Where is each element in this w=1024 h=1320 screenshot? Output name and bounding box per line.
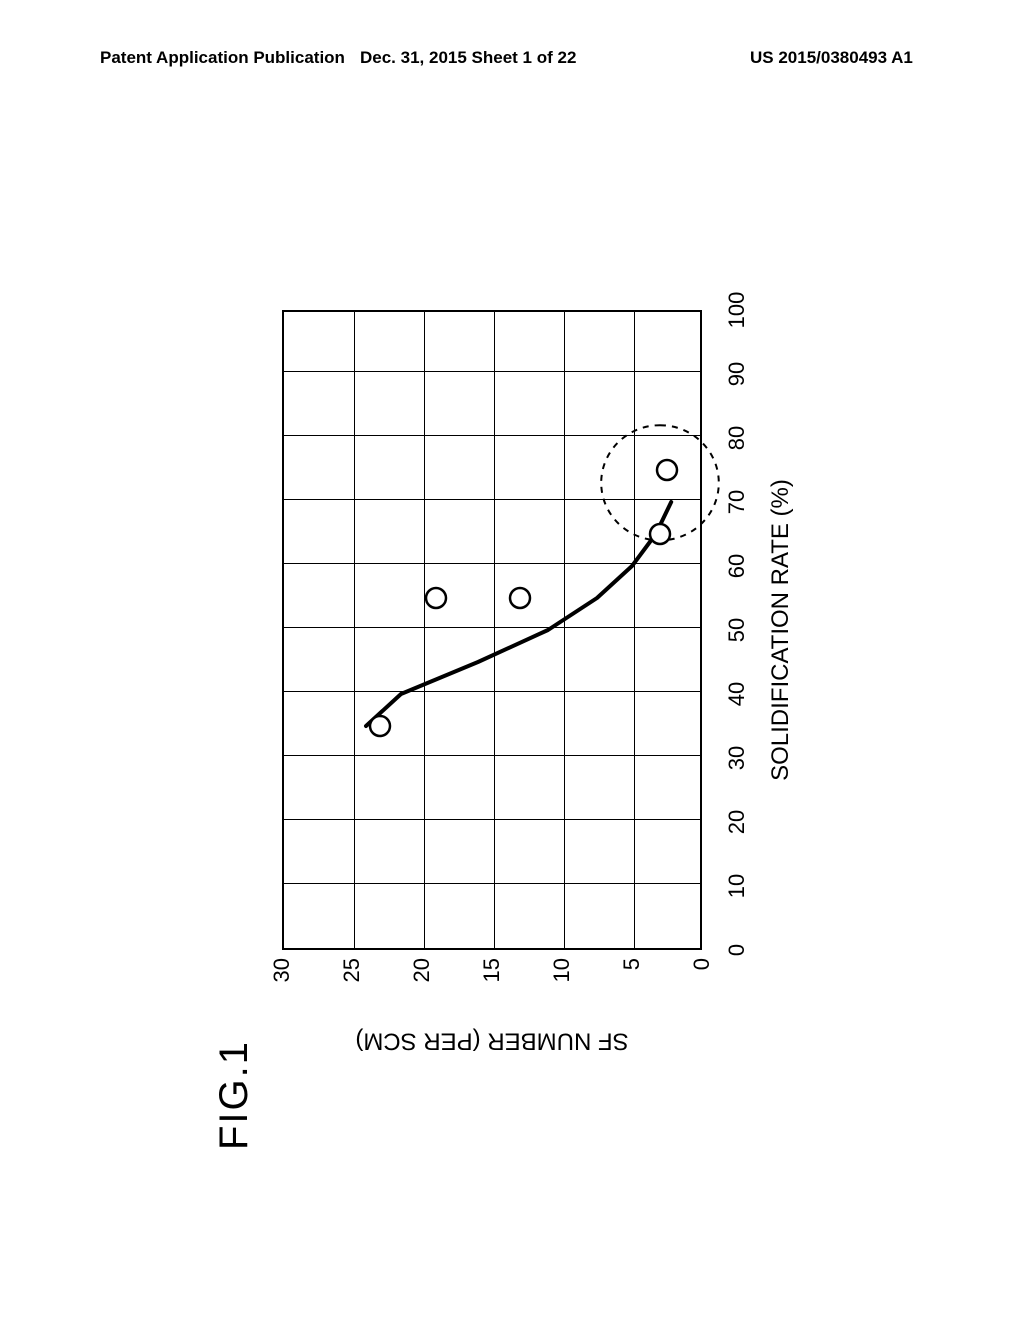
data-marker xyxy=(370,716,390,736)
x-tick-label: 20 xyxy=(724,810,750,834)
y-axis-label-text: SF NUMBER (PER SCM) xyxy=(355,1026,628,1054)
data-marker xyxy=(510,588,530,608)
x-tick-label: 100 xyxy=(724,292,750,329)
y-tick-label: 20 xyxy=(409,958,435,998)
header-left: Patent Application Publication xyxy=(100,48,345,68)
y-tick-label: 5 xyxy=(619,958,645,998)
y-tick-label: 25 xyxy=(339,958,365,998)
x-axis-label: SOLIDIFICATION RATE (%) xyxy=(767,310,795,950)
fitted-curve xyxy=(366,502,671,726)
x-tick-label: 70 xyxy=(724,490,750,514)
y-tick-label: 0 xyxy=(689,958,715,998)
header-right: US 2015/0380493 A1 xyxy=(750,48,913,68)
y-tick-label: 10 xyxy=(549,958,575,998)
figure-label: FIG.1 xyxy=(212,1040,257,1150)
data-marker xyxy=(650,524,670,544)
y-axis-label: SF NUMBER (PER SCM) xyxy=(282,1025,702,1055)
x-tick-label: 40 xyxy=(724,682,750,706)
data-marker xyxy=(657,460,677,480)
header-mid: Dec. 31, 2015 Sheet 1 of 22 xyxy=(360,48,576,68)
x-tick-label: 30 xyxy=(724,746,750,770)
x-tick-label: 60 xyxy=(724,554,750,578)
y-tick-label: 15 xyxy=(479,958,505,998)
data-marker xyxy=(426,588,446,608)
chart-overlay xyxy=(282,310,702,950)
x-tick-label: 90 xyxy=(724,362,750,386)
x-tick-label: 10 xyxy=(724,874,750,898)
y-tick-label: 30 xyxy=(269,958,295,998)
figure-rotated-container: FIG.1 SOLIDIFICATION RATE (%) SF NUMBER … xyxy=(162,210,862,1110)
x-tick-label: 0 xyxy=(724,944,750,956)
x-tick-label: 50 xyxy=(724,618,750,642)
x-tick-label: 80 xyxy=(724,426,750,450)
